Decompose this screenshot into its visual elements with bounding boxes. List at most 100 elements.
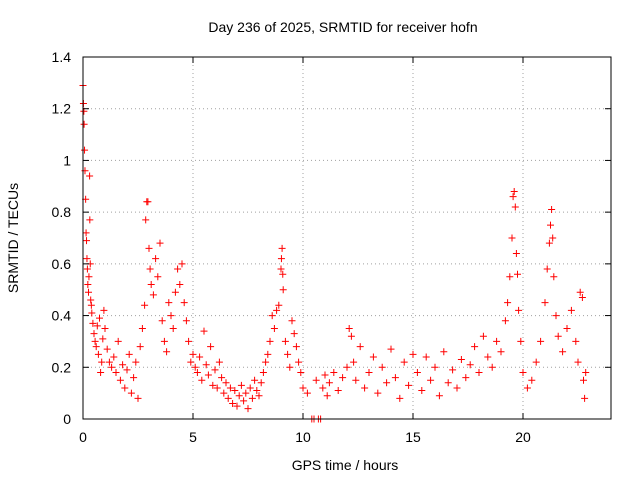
- data-point: [257, 379, 265, 387]
- data-point: [231, 387, 239, 395]
- data-point: [279, 270, 287, 278]
- data-point: [528, 376, 536, 384]
- data-point: [312, 376, 320, 384]
- data-point: [400, 358, 408, 366]
- data-point: [576, 288, 584, 296]
- data-point: [504, 299, 512, 307]
- data-point: [262, 358, 270, 366]
- data-point: [244, 405, 252, 413]
- data-point: [87, 301, 95, 309]
- data-point: [103, 345, 111, 353]
- data-point: [215, 358, 223, 366]
- data-point: [88, 309, 96, 317]
- data-point: [229, 399, 237, 407]
- data-point: [383, 379, 391, 387]
- data-point: [198, 376, 206, 384]
- x-tick-label: 5: [189, 429, 197, 445]
- data-point: [233, 402, 241, 410]
- y-tick-label: 0.8: [52, 204, 72, 220]
- data-point: [91, 337, 99, 345]
- data-point: [440, 348, 448, 356]
- data-point: [391, 374, 399, 382]
- data-point: [163, 348, 171, 356]
- data-point: [457, 356, 465, 364]
- data-point: [226, 384, 234, 392]
- data-point: [152, 255, 160, 263]
- data-point: [83, 237, 91, 245]
- data-point: [213, 384, 221, 392]
- data-point: [545, 239, 553, 247]
- data-point: [449, 366, 457, 374]
- data-point: [552, 312, 560, 320]
- data-point: [200, 327, 208, 335]
- data-point: [279, 286, 287, 294]
- data-point: [350, 358, 358, 366]
- data-point: [87, 296, 95, 304]
- data-point: [462, 374, 470, 382]
- data-point: [112, 368, 120, 376]
- data-point: [235, 392, 243, 400]
- data-point: [550, 273, 558, 281]
- data-point: [119, 361, 127, 369]
- data-point: [83, 255, 91, 263]
- data-point: [85, 273, 93, 281]
- data-point: [237, 381, 245, 389]
- data-point: [176, 281, 184, 289]
- data-point: [268, 312, 276, 320]
- plot-frame: [82, 56, 612, 420]
- y-tick-label: 0.6: [52, 256, 72, 272]
- data-point: [146, 265, 154, 273]
- chart-title: Day 236 of 2025, SRMTID for receiver hof…: [208, 19, 477, 35]
- data-point: [532, 358, 540, 366]
- data-point: [94, 350, 102, 358]
- data-point: [246, 384, 254, 392]
- data-point: [292, 343, 300, 351]
- data-point: [284, 350, 292, 358]
- x-axis-title: GPS time / hours: [292, 457, 399, 473]
- data-point: [125, 350, 133, 358]
- data-point: [240, 397, 248, 405]
- y-tick-labels: 0 0.2 0.4 0.6 0.8 1 1.2 1.4: [52, 49, 72, 427]
- data-point: [543, 265, 551, 273]
- data-point: [563, 325, 571, 332]
- data-point: [82, 229, 90, 237]
- data-point: [242, 389, 250, 397]
- data-point: [105, 358, 113, 366]
- data-point: [147, 281, 155, 289]
- data-point: [89, 319, 97, 327]
- data-point: [207, 343, 215, 351]
- data-point: [101, 325, 109, 332]
- data-point: [510, 187, 518, 195]
- data-point: [92, 343, 100, 351]
- y-axis-title: SRMTID / TECUs: [5, 183, 21, 293]
- data-point: [185, 337, 193, 345]
- data-point: [180, 299, 188, 307]
- data-point: [90, 330, 98, 338]
- data-point: [339, 374, 347, 382]
- data-point: [123, 366, 131, 374]
- data-point: [286, 363, 294, 371]
- y-tick-label: 0.4: [52, 308, 72, 324]
- data-point: [253, 387, 261, 395]
- data-point: [167, 312, 175, 320]
- data-point: [220, 389, 228, 397]
- data-point: [387, 345, 395, 353]
- data-point: [255, 392, 263, 400]
- data-point: [515, 306, 523, 314]
- data-point: [187, 358, 195, 366]
- data-point: [196, 353, 204, 361]
- data-point: [435, 392, 443, 400]
- data-point: [132, 358, 140, 366]
- data-point: [182, 317, 190, 325]
- data-point: [136, 343, 144, 351]
- data-point: [548, 206, 556, 214]
- data-point: [114, 337, 122, 345]
- data-point: [297, 368, 305, 376]
- data-point: [567, 306, 575, 314]
- data-point: [171, 288, 179, 296]
- y-tick-label: 0.2: [52, 359, 72, 375]
- data-point: [97, 368, 105, 376]
- data-point: [86, 172, 94, 180]
- data-point: [204, 371, 212, 379]
